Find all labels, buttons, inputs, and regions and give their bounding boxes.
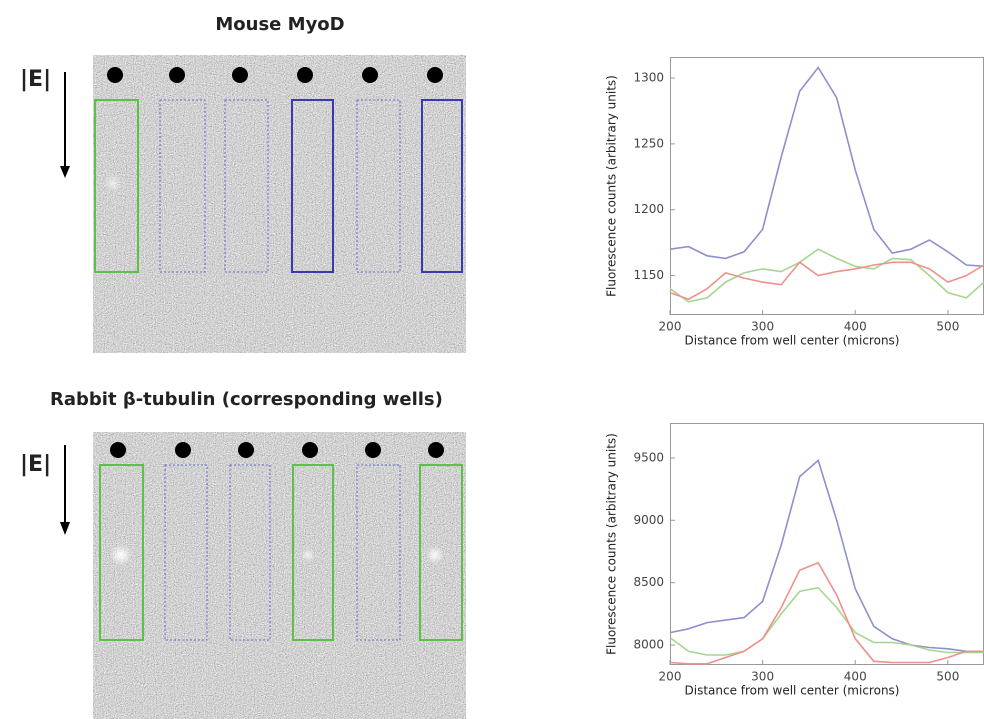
x-tick-label: 500 <box>936 670 959 684</box>
x-tick-label: 200 <box>659 320 682 334</box>
x-tick-label: 300 <box>751 320 774 334</box>
arrow-head <box>60 166 70 178</box>
series-line <box>669 458 984 654</box>
panel-title: Rabbit β-tubulin (corresponding wells) <box>50 389 443 410</box>
y-tick-label: 8500 <box>633 575 664 589</box>
series-line <box>669 561 984 665</box>
x-tick-label: 300 <box>751 670 774 684</box>
field-label: |E| <box>20 67 51 92</box>
y-tick-label: 9500 <box>633 450 664 464</box>
x-tick-label: 400 <box>844 320 867 334</box>
micrograph <box>93 55 466 353</box>
series-line <box>669 261 984 301</box>
y-tick-label: 1200 <box>633 202 664 216</box>
series-line <box>669 586 984 656</box>
series-line <box>669 66 984 268</box>
panel-title: Mouse MyoD <box>215 14 344 35</box>
y-tick-label: 9000 <box>633 513 664 527</box>
x-axis-label: Distance from well center (microns) <box>685 684 900 698</box>
x-tick-label: 400 <box>844 670 867 684</box>
y-tick-label: 1250 <box>633 136 664 150</box>
x-axis-label: Distance from well center (microns) <box>685 334 900 348</box>
y-axis-label: Fluorescence counts (arbitrary units) <box>605 433 619 655</box>
x-tick-label: 500 <box>936 320 959 334</box>
arrow-head <box>60 522 70 535</box>
y-tick-label: 1150 <box>633 268 664 282</box>
field-label: |E| <box>20 452 51 477</box>
x-tick-label: 200 <box>659 670 682 684</box>
y-tick-label: 1300 <box>633 71 664 85</box>
series-line <box>669 248 984 303</box>
y-axis-label: Fluorescence counts (arbitrary units) <box>605 75 619 297</box>
y-tick-label: 8000 <box>633 638 664 652</box>
plot-frame <box>670 423 984 665</box>
plot-frame <box>670 57 984 315</box>
micrograph <box>93 432 466 719</box>
